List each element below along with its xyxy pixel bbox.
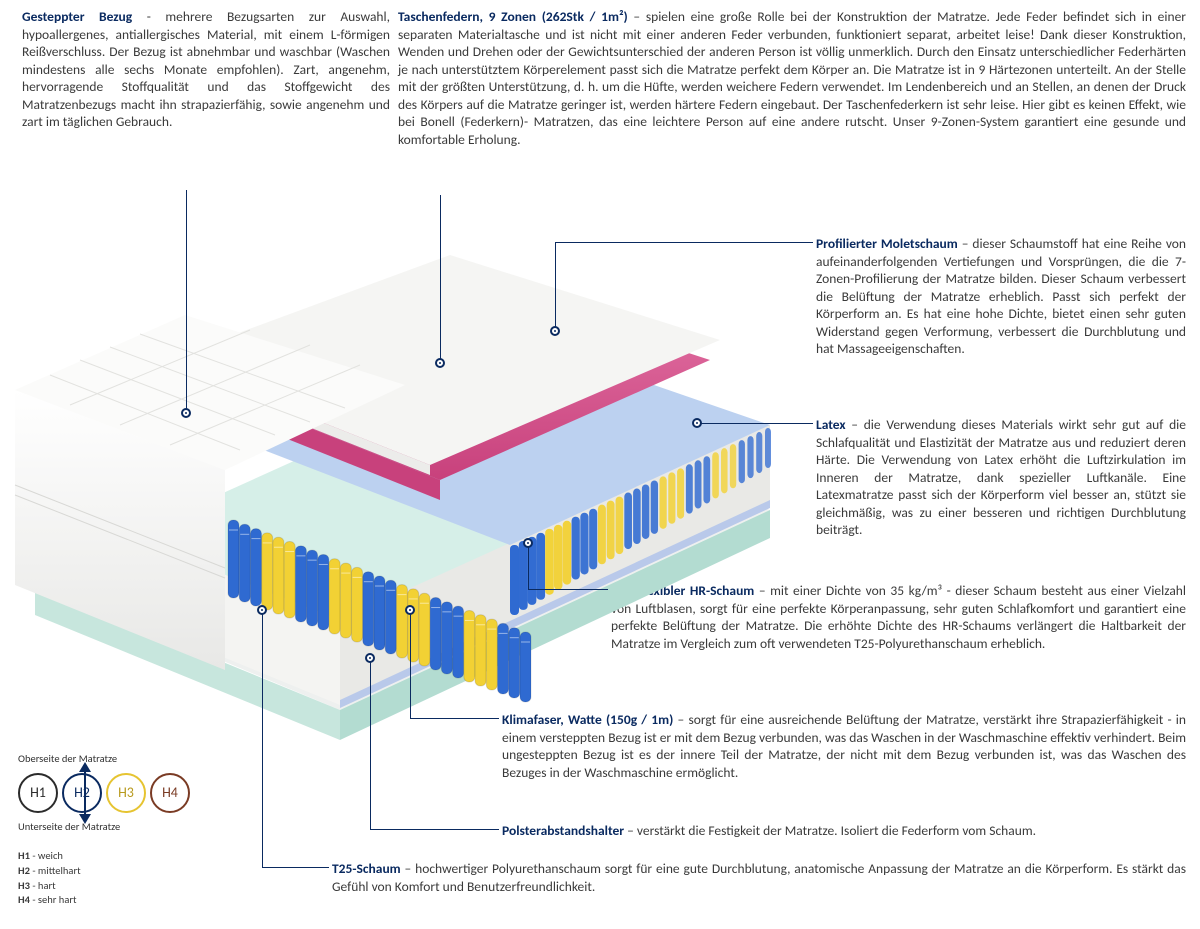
legend-top-label: Oberseite der Matratze xyxy=(18,752,258,766)
body-moletschaum: dieser Schaumstoff hat eine Reihe von au… xyxy=(816,235,1186,357)
hardness-h4: H4 xyxy=(150,773,190,813)
callout-dot xyxy=(365,653,375,663)
mattress-illustration xyxy=(10,200,790,740)
section-latex: Latex – die Verwendung dieses Materials … xyxy=(816,416,1186,539)
legend-bottom-label: Unterseite der Matratze xyxy=(18,820,258,834)
heading-taschenfedern: Taschenfedern, 9 Zonen (262Stk / 1m²) xyxy=(398,8,628,25)
key-h1-label: weich xyxy=(38,849,63,862)
leader-line xyxy=(370,829,499,830)
leader-line xyxy=(262,612,263,867)
body-latex: die Verwendung dieses Materials wirkt se… xyxy=(816,416,1186,538)
section-moletschaum: Profilierter Moletschaum – dieser Schaum… xyxy=(816,235,1186,358)
leader-line xyxy=(410,718,499,719)
callout-dot xyxy=(405,605,415,615)
callout-dot xyxy=(550,326,560,336)
key-h2-code: H2 xyxy=(18,864,30,877)
heading-gesteppter: Gesteppter Bezug xyxy=(22,8,132,25)
callout-dot xyxy=(692,418,702,428)
leader-line xyxy=(555,242,813,243)
section-t25: T25-Schaum – hochwertiger Polyurethansch… xyxy=(332,860,1186,895)
heading-polster: Polsterabstandshalter xyxy=(502,822,624,839)
section-taschenfedern: Taschenfedern, 9 Zonen (262Stk / 1m²) – … xyxy=(398,8,1186,148)
heading-t25: T25-Schaum xyxy=(332,860,401,877)
key-h2-label: mittelhart xyxy=(38,864,81,877)
hardness-h2: H2 xyxy=(62,773,102,813)
callout-dot xyxy=(181,408,191,418)
sep: – xyxy=(624,822,637,839)
body-t25: hochwertiger Polyurethanschaum sorgt für… xyxy=(332,860,1186,895)
leader-line xyxy=(186,190,187,410)
sep: – xyxy=(628,8,646,25)
key-h1-code: H1 xyxy=(18,849,30,862)
key-h4-label: sehr hart xyxy=(38,893,77,906)
leader-line xyxy=(700,423,813,424)
heading-latex: Latex xyxy=(816,416,846,433)
sep: – xyxy=(846,416,864,433)
section-polster: Polsterabstandshalter – verstärkt die Fe… xyxy=(502,822,1186,840)
sep: – xyxy=(958,235,973,252)
leader-line xyxy=(555,242,556,328)
sep: – xyxy=(401,860,415,877)
heading-moletschaum: Profilierter Moletschaum xyxy=(816,235,958,252)
hardness-legend: Oberseite der Matratze H1 H2 H3 H4 Unter… xyxy=(18,752,258,908)
hardness-h3: H3 xyxy=(106,773,146,813)
leader-line xyxy=(440,195,441,360)
leader-line xyxy=(262,867,329,868)
leader-line xyxy=(528,589,608,590)
key-h3-code: H3 xyxy=(18,879,30,892)
arrow-down-icon xyxy=(79,814,91,824)
leader-line xyxy=(528,545,529,589)
leader-line xyxy=(370,660,371,829)
key-h3-label: hart xyxy=(38,879,56,892)
body-polster: verstärkt die Festigkeit der Matratze. I… xyxy=(637,822,1036,839)
arrow-stem xyxy=(84,770,86,816)
callout-dot xyxy=(257,605,267,615)
hardness-h1: H1 xyxy=(18,773,58,813)
section-gesteppter: Gesteppter Bezug - mehrere Bezugsarten z… xyxy=(22,8,390,131)
leader-line xyxy=(410,612,411,718)
body-taschenfedern: spielen eine große Rolle bei der Konstru… xyxy=(398,8,1186,148)
key-h4-code: H4 xyxy=(18,893,30,906)
sep: - xyxy=(132,8,165,25)
callout-dot xyxy=(523,538,533,548)
callout-dot xyxy=(435,358,445,368)
legend-key: H1 - weich H2 - mittelhart H3 - hart H4 … xyxy=(18,849,258,908)
body-gesteppter: mehrere Bezugsarten zur Auswahl, hypoall… xyxy=(22,8,390,130)
